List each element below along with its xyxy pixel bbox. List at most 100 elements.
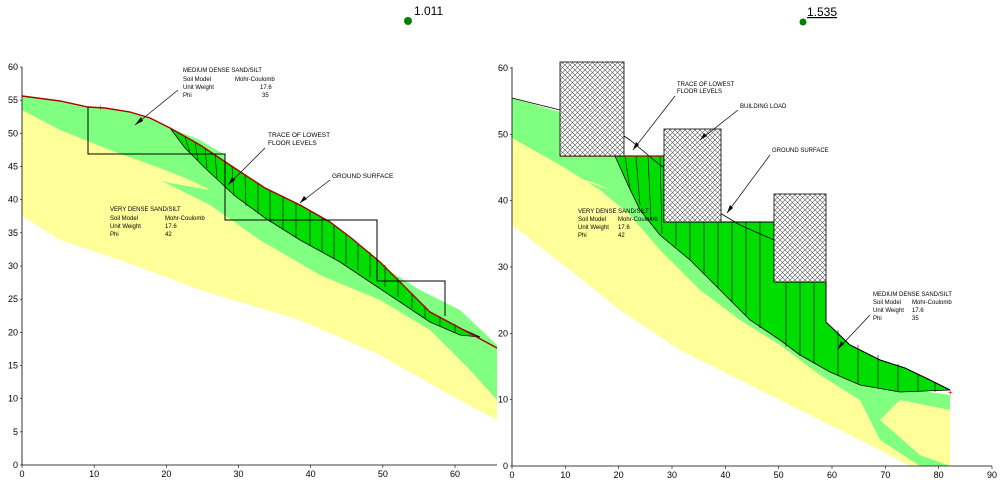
building-load-3 [773, 193, 827, 283]
y-tick-label: 55 [8, 95, 18, 105]
node-marker: + [948, 388, 953, 397]
very-dense-layer-left [22, 96, 497, 420]
prop-key: Phi [183, 93, 192, 99]
building-label: BUILDING LOAD [740, 104, 787, 110]
floor-trace-left [87, 107, 446, 316]
prop-key: Phi [578, 233, 587, 239]
prop-key: Unit Weight [873, 308, 904, 314]
prop-value: 35 [262, 93, 269, 99]
y-tick-label: 40 [8, 195, 18, 205]
x-tick-label: 60 [827, 470, 837, 480]
y-tick-label: 45 [8, 162, 18, 172]
y-tick-label: 60 [8, 62, 18, 72]
prop-key: Unit Weight [578, 225, 609, 231]
slice-lines-right [624, 155, 936, 392]
y-tick-label: 20 [8, 327, 18, 337]
y-tick-label: 35 [8, 228, 18, 238]
y-tick-label: 0 [503, 461, 508, 471]
fos-marker-left [404, 17, 412, 25]
prop-key: Phi [110, 232, 119, 238]
y-tick-label: 25 [8, 294, 18, 304]
prop-key: Unit Weight [110, 224, 141, 230]
ground-label-left: GROUND SURFACE [299, 173, 394, 204]
prop-value: 42 [165, 232, 172, 238]
x-tick-label: 90 [987, 470, 997, 480]
y-tick-label: 0 [13, 460, 18, 470]
x-tick-label: 30 [233, 469, 243, 479]
prop-value: Mohr-Coulomb [618, 217, 658, 223]
building-load-1 [559, 61, 625, 157]
y-tick-label: 15 [8, 361, 18, 371]
trace-label-line2: FLOOR LEVELS [677, 89, 722, 95]
y-tick-label: 60 [498, 63, 508, 73]
left-panel: 1.011 [8, 4, 498, 479]
y-ticks-right: 0 10 20 30 40 50 60 [498, 63, 512, 471]
y-tick-label: 30 [8, 261, 18, 271]
prop-value: 42 [618, 233, 625, 239]
trace-label-line1: TRACE OF LOWEST [677, 82, 735, 88]
trace-label-line1: TRACE OF LOWEST [268, 132, 330, 139]
slice-lines-left [184, 136, 456, 332]
x-tick-label: 20 [161, 469, 171, 479]
x-tick-label: 0 [19, 469, 24, 479]
prop-value: Mohr-Coulomb [165, 216, 205, 222]
building-load-2 [663, 128, 722, 223]
x-ticks-right: 0 10 20 30 40 50 60 70 80 90 [509, 466, 997, 480]
y-tick-label: 5 [13, 427, 18, 437]
yellow-pocket-right [512, 145, 610, 190]
fos-marker-right [799, 18, 807, 26]
x-tick-label: 30 [667, 470, 677, 480]
y-tick-label: 50 [498, 129, 508, 139]
node-marker: + [98, 103, 103, 112]
prop-value: 17.6 [618, 225, 630, 231]
ground-surface-left [21, 95, 498, 349]
layer-title: VERY DENSE SAND/SILT [578, 209, 649, 215]
prop-key: Soil Model [873, 300, 901, 306]
x-tick-label: 70 [880, 470, 890, 480]
prop-value: 17.6 [912, 308, 924, 314]
prop-key: Soil Model [110, 216, 138, 222]
prop-value: 35 [912, 316, 919, 322]
trace-label-line2: FLOOR LEVELS [268, 140, 317, 147]
prop-key: Phi [873, 316, 882, 322]
y-tick-label: 50 [8, 128, 18, 138]
prop-key: Soil Model [578, 217, 606, 223]
ground-label: GROUND SURFACE [332, 173, 394, 180]
medium-dense-label-right: MEDIUM DENSE SAND/SILT Soil Model Mohr-C… [837, 292, 952, 350]
layer-title: MEDIUM DENSE SAND/SILT [873, 292, 952, 298]
y-ticks-left: 0 5 10 15 20 25 30 35 40 45 50 55 60 [8, 62, 22, 470]
y-tick-label: 40 [498, 196, 508, 206]
y-tick-label: 10 [8, 394, 18, 404]
ground-label: GROUND SURFACE [772, 148, 829, 154]
prop-value: 17.6 [165, 224, 177, 230]
prop-key: Soil Model [183, 77, 211, 83]
yellow-pocket-left [22, 110, 210, 190]
very-dense-label-right: VERY DENSE SAND/SILT Soil Model Mohr-Cou… [578, 209, 658, 239]
prop-value: Mohr-Coulomb [912, 300, 952, 306]
x-tick-label: 80 [934, 470, 944, 480]
x-tick-label: 60 [450, 469, 460, 479]
x-tick-label: 50 [378, 469, 388, 479]
y-tick-label: 20 [498, 328, 508, 338]
y-tick-label: 10 [498, 395, 508, 405]
x-tick-label: 50 [774, 470, 784, 480]
y-tick-label: 30 [498, 262, 508, 272]
x-ticks-left: 0 10 20 30 40 50 60 [19, 465, 460, 479]
medium-dense-label-left: MEDIUM DENSE SAND/SILT Soil Model Mohr-C… [134, 68, 275, 126]
trace-label-left: TRACE OF LOWEST FLOOR LEVELS [227, 132, 330, 186]
fos-value-right: 1.535 [807, 5, 837, 19]
prop-value: 17.6 [260, 85, 272, 91]
x-tick-label: 40 [720, 470, 730, 480]
prop-key: Unit Weight [183, 85, 214, 91]
layer-title: VERY DENSE SAND/SILT [110, 207, 181, 213]
ground-label-right: GROUND SURFACE [726, 148, 829, 214]
fos-value-left: 1.011 [414, 4, 443, 18]
trace-label-right: TRACE OF LOWEST FLOOR LEVELS [632, 82, 735, 151]
x-tick-label: 40 [306, 469, 316, 479]
layer-title: MEDIUM DENSE SAND/SILT [183, 68, 262, 74]
x-tick-label: 20 [614, 470, 624, 480]
x-tick-label: 0 [509, 470, 514, 480]
x-tick-label: 10 [89, 469, 99, 479]
x-tick-label: 10 [560, 470, 570, 480]
